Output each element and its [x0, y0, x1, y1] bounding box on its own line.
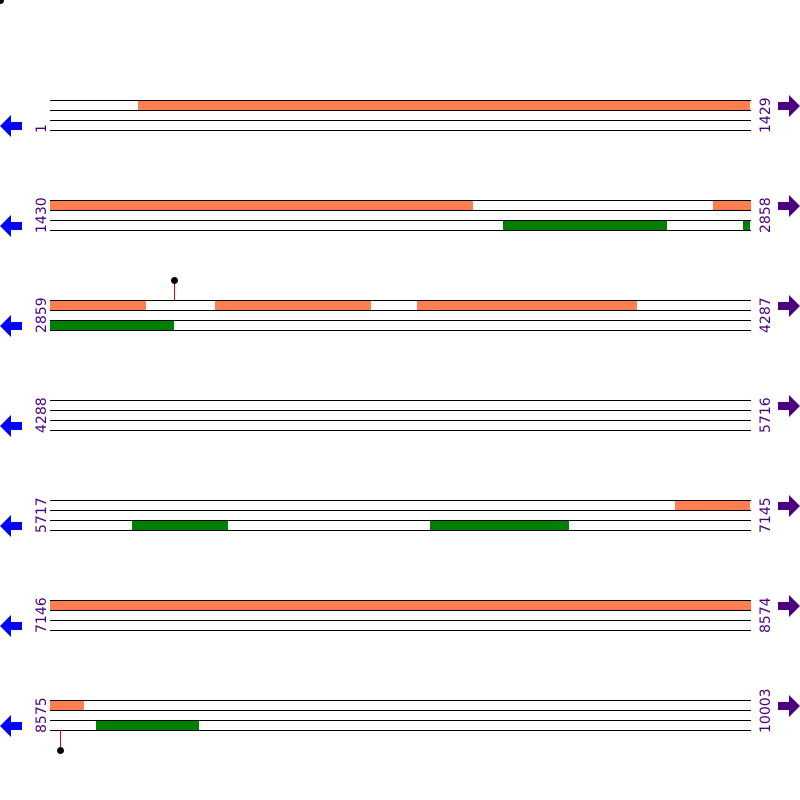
marker-stem — [59, 730, 61, 750]
track-line — [50, 320, 751, 321]
track-line — [50, 200, 751, 201]
track-line — [50, 700, 751, 701]
row-end-label: 4287 — [758, 297, 774, 333]
bottom-feature — [131, 521, 229, 530]
track-line — [50, 600, 751, 601]
bottom-feature — [50, 321, 175, 330]
row-end-label: 8574 — [758, 597, 774, 633]
track-line — [50, 500, 751, 501]
row-end-label: 7145 — [758, 497, 774, 533]
right-arrow-icon[interactable] — [778, 295, 800, 317]
row-end-label: 1429 — [758, 97, 774, 133]
track-line — [50, 220, 751, 221]
left-arrow-icon[interactable] — [0, 215, 22, 237]
bottom-feature — [743, 221, 751, 230]
bottom-feature — [503, 221, 668, 230]
track-line — [50, 100, 751, 101]
track-line — [50, 210, 751, 211]
top-feature — [674, 501, 751, 510]
right-arrow-icon[interactable] — [778, 595, 800, 617]
row-start-label: 1 — [34, 124, 50, 133]
row-end-label: 10003 — [758, 688, 774, 733]
track-line — [50, 720, 751, 721]
row-start-label: 5717 — [34, 497, 50, 533]
left-arrow-icon[interactable] — [0, 515, 22, 537]
row-end-label: 2858 — [758, 197, 774, 233]
track-line — [50, 520, 751, 521]
track-line — [50, 130, 751, 131]
track-line — [50, 630, 751, 631]
row-start-label: 2859 — [34, 297, 50, 333]
row-start-label: 7146 — [34, 597, 50, 633]
track-line — [50, 120, 751, 121]
right-arrow-icon[interactable] — [778, 195, 800, 217]
row-start-label: 8575 — [34, 697, 50, 733]
row-end-label: 5716 — [758, 397, 774, 433]
track-line — [50, 420, 751, 421]
right-arrow-icon[interactable] — [778, 95, 800, 117]
right-arrow-icon[interactable] — [778, 395, 800, 417]
track-line — [50, 710, 751, 711]
track-line — [50, 300, 751, 301]
top-feature — [50, 701, 84, 710]
track-line — [50, 620, 751, 621]
top-feature — [50, 301, 147, 310]
right-arrow-icon[interactable] — [778, 695, 800, 717]
left-arrow-icon[interactable] — [0, 115, 22, 137]
track-line — [50, 610, 751, 611]
left-arrow-icon[interactable] — [0, 415, 22, 437]
top-feature — [214, 301, 372, 310]
track-line — [50, 110, 751, 111]
track-line — [50, 410, 751, 411]
top-feature — [713, 201, 751, 210]
track-line — [50, 310, 751, 311]
top-feature — [50, 201, 473, 210]
row-start-label: 4288 — [34, 397, 50, 433]
track-line — [50, 430, 751, 431]
top-feature — [50, 601, 751, 610]
right-arrow-icon[interactable] — [778, 495, 800, 517]
track-line — [50, 530, 751, 531]
track-line — [50, 510, 751, 511]
marker-dot — [56, 747, 64, 754]
corner-dot — [0, 0, 4, 4]
left-arrow-icon[interactable] — [0, 715, 22, 737]
track-line — [50, 230, 751, 231]
marker-stem — [174, 280, 176, 300]
track-line — [50, 730, 751, 731]
top-feature — [137, 101, 751, 110]
left-arrow-icon[interactable] — [0, 615, 22, 637]
track-line — [50, 400, 751, 401]
left-arrow-icon[interactable] — [0, 315, 22, 337]
top-feature — [416, 301, 638, 310]
row-start-label: 1430 — [34, 197, 50, 233]
track-line — [50, 330, 751, 331]
marker-dot — [171, 277, 179, 284]
bottom-feature — [96, 721, 200, 730]
bottom-feature — [430, 521, 569, 530]
